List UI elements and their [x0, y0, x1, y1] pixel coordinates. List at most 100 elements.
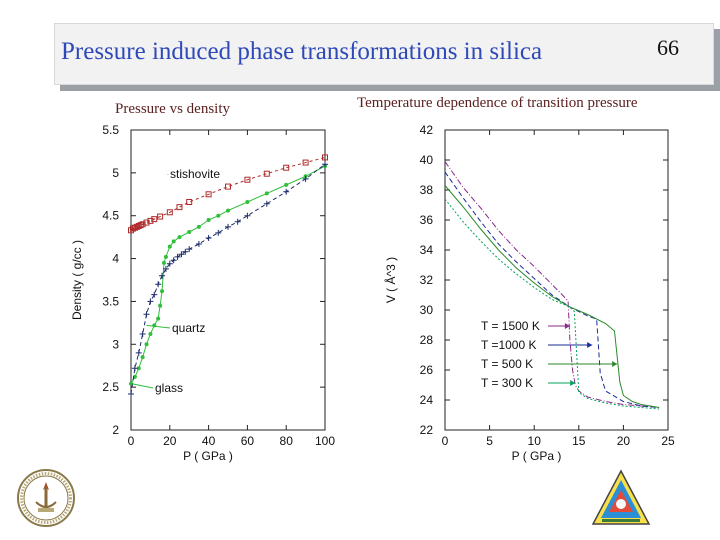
data-point [234, 218, 241, 225]
x-axis-label: P ( GPa ) [512, 449, 562, 463]
data-point [151, 291, 158, 298]
legend-entry: T = 300 K [481, 376, 533, 390]
data-point [131, 224, 138, 231]
data-point [225, 183, 231, 190]
data-point [245, 200, 250, 204]
y-tick-label: 28 [420, 333, 434, 347]
x-tick-label: 40 [202, 434, 216, 448]
legend-entry: T = 500 K [481, 357, 533, 371]
x-tick-label: 80 [280, 434, 294, 448]
y-tick-label: 42 [420, 123, 434, 137]
x-tick-label: 0 [442, 434, 449, 448]
series-line [130, 163, 326, 395]
data-point [176, 204, 183, 211]
x-tick-label: 15 [572, 434, 586, 448]
x-tick-label: 60 [241, 434, 255, 448]
y-tick-label: 4 [112, 252, 119, 266]
x-tick-label: 0 [128, 434, 135, 448]
data-point [225, 223, 231, 230]
data-point [143, 311, 150, 318]
data-point [166, 260, 173, 267]
data-point [206, 218, 211, 222]
data-point [170, 257, 177, 264]
annotation-label: quartz [172, 321, 205, 335]
series-line [444, 198, 660, 410]
y-tick-label: 3.5 [102, 294, 119, 308]
data-point [284, 182, 289, 187]
y-axis-label: Density ( g/cc ) [70, 240, 84, 320]
data-point [140, 355, 145, 360]
x-tick-label: 10 [528, 434, 542, 448]
data-point [302, 175, 309, 182]
data-point [147, 217, 154, 224]
data-point [135, 349, 142, 356]
y-tick-label: 24 [420, 393, 434, 407]
legend-arrowhead [570, 380, 576, 386]
series-line [130, 165, 326, 384]
data-point [131, 365, 138, 372]
y-tick-label: 36 [420, 213, 434, 227]
institute-seal-icon [17, 469, 75, 527]
data-point [215, 229, 222, 236]
x-tick-label: 20 [617, 434, 631, 448]
series-line [444, 161, 660, 408]
data-point [177, 235, 182, 240]
annotation-arrow [131, 383, 154, 389]
data-point [244, 212, 251, 219]
y-tick-label: 5 [112, 166, 119, 180]
y-tick-label: 26 [420, 363, 434, 377]
data-point [157, 213, 164, 220]
data-point [156, 316, 161, 321]
data-point [226, 208, 230, 213]
y-tick-label: 5.5 [102, 123, 119, 137]
y-tick-label: 30 [420, 303, 434, 317]
density-chart: 0 20 40 60 80 100 2 2.5 3 3.5 4 4.5 5 5.5 P ( GPa ) Den… [70, 123, 335, 463]
plot-frame [130, 129, 326, 431]
legend-arrowhead [564, 323, 570, 329]
x-tick-label: 5 [486, 434, 493, 448]
legend-entry: T =1000 K [481, 338, 537, 352]
plot-frame [444, 129, 669, 431]
data-point [162, 265, 169, 272]
data-point [302, 159, 309, 166]
triangle-emblem-icon [591, 469, 651, 525]
legend-arrowhead [587, 342, 593, 348]
data-point [137, 222, 144, 229]
slide-number: 66 [657, 35, 679, 60]
data-point [143, 219, 150, 226]
x-tick-label: 20 [163, 434, 177, 448]
volume-chart: 0 5 10 15 20 25 22 24 26 28 30 32 34 36 38 40 42 P ( GPa … [383, 123, 675, 463]
x-tick-label: 100 [315, 434, 335, 448]
data-point [158, 303, 163, 308]
data-point [322, 161, 328, 168]
x-axis-label: P ( GPa ) [183, 449, 233, 463]
data-point [159, 272, 166, 279]
data-point [178, 251, 185, 258]
y-tick-label: 2.5 [102, 380, 119, 394]
y-tick-label: 4.5 [102, 209, 119, 223]
data-point [182, 248, 189, 255]
data-point [322, 154, 328, 161]
data-point [139, 221, 146, 228]
y-tick-label: 2 [112, 423, 119, 437]
data-point [166, 209, 173, 216]
data-point [136, 366, 141, 371]
series-line [444, 171, 660, 408]
data-point [263, 170, 270, 177]
data-point [186, 199, 193, 205]
data-point [174, 253, 181, 260]
y-tick-label: 38 [420, 183, 434, 197]
x-tick-label: 25 [661, 434, 675, 448]
data-point [129, 225, 136, 232]
legend-entry: T = 1500 K [481, 319, 540, 333]
data-point [263, 200, 270, 207]
data-point [205, 235, 212, 241]
data-point [161, 260, 166, 265]
data-point [187, 230, 192, 234]
data-point [128, 391, 134, 397]
data-point [139, 331, 146, 337]
data-point [151, 216, 158, 223]
y-tick-label: 40 [420, 153, 434, 167]
data-point [205, 191, 212, 198]
